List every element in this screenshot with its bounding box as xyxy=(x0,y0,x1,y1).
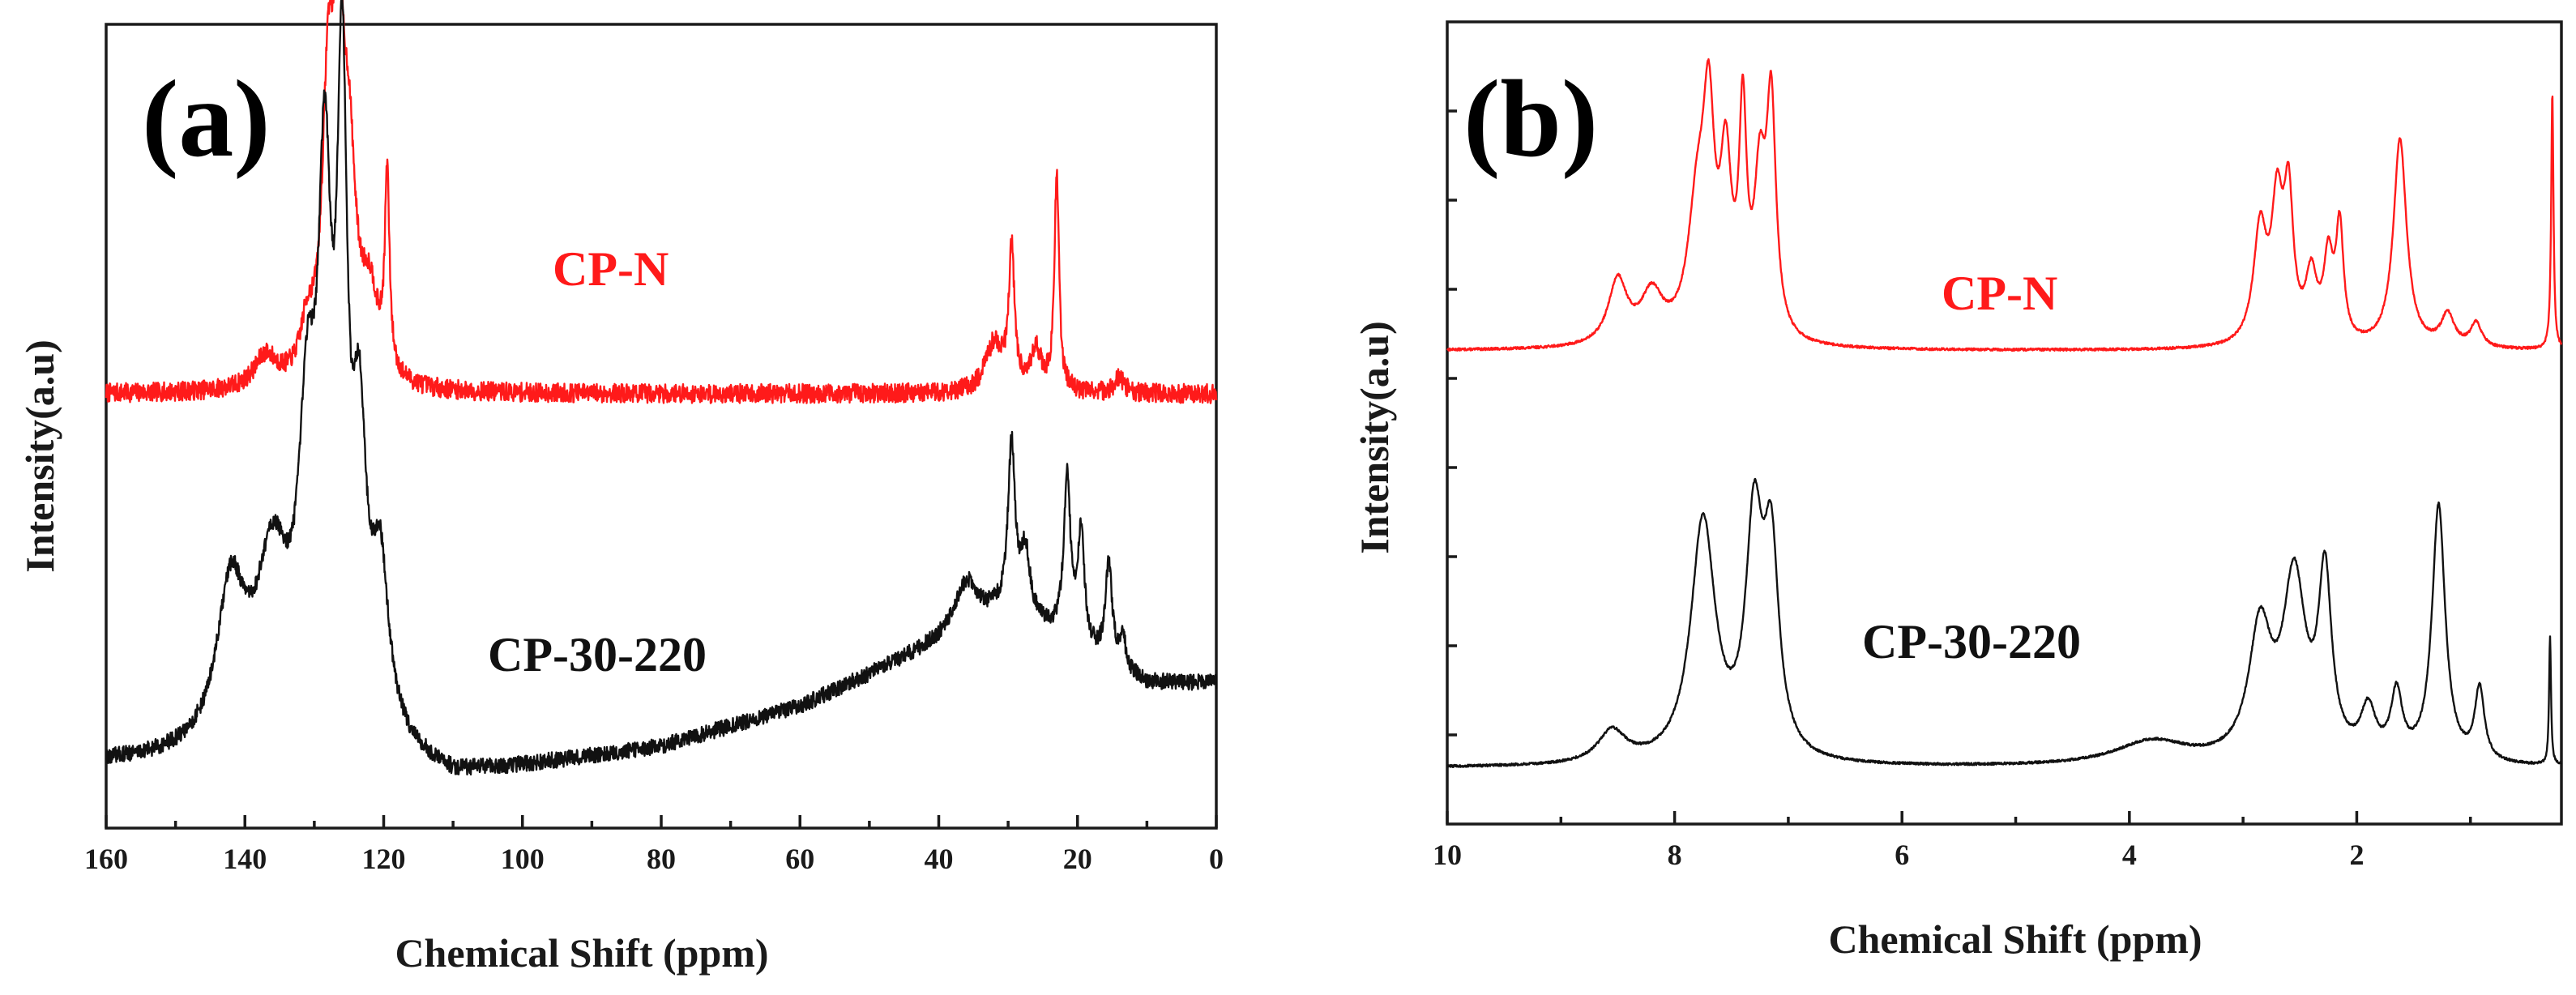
x-tick-label: 80 xyxy=(647,843,676,875)
series-line-cp-n xyxy=(105,0,1218,404)
panel-a-series-label-cp-n: CP-N xyxy=(553,242,669,296)
panel-a-x-axis-label: Chemical Shift (ppm) xyxy=(395,930,768,976)
panel-b-y-axis-label: Intensity(a.u) xyxy=(1352,321,1397,554)
panel-b: 10 8 6 4 2 (b) CP-N CP-30-220 Chemical Shift… xyxy=(1352,20,2563,962)
series-line-cp-n xyxy=(1446,58,2563,352)
x-tick-label: 4 xyxy=(2122,839,2137,871)
panel-a-x-ticks: 160 140 120 100 80 60 40 20 0 xyxy=(84,815,1224,875)
panel-b-label: (b) xyxy=(1463,58,1598,180)
panel-a-y-axis-label: Intensity(a.u) xyxy=(17,339,62,573)
x-tick-label: 2 xyxy=(2349,839,2364,871)
panel-a: 160 140 120 100 80 60 40 20 0 (a) CP-N CP-30-220… xyxy=(17,0,1224,976)
x-tick-label: 0 xyxy=(1209,843,1224,875)
panel-b-x-axis-label: Chemical Shift (ppm) xyxy=(1828,916,2202,962)
x-tick-label: 100 xyxy=(501,843,545,875)
panel-b-series-label-cp-30-220: CP-30-220 xyxy=(1862,615,2081,668)
x-tick-label: 60 xyxy=(785,843,814,875)
panel-b-traces xyxy=(1446,58,2563,768)
panel-a-traces xyxy=(105,0,1218,776)
panel-b-ticks: 10 8 6 4 2 xyxy=(1433,109,2472,871)
series-line-cp-30-220 xyxy=(1446,477,2563,768)
x-tick-label: 160 xyxy=(84,843,128,875)
x-tick-label: 8 xyxy=(1668,839,1682,871)
x-tick-label: 10 xyxy=(1433,839,1462,871)
panel-a-series-label-cp-30-220: CP-30-220 xyxy=(488,628,707,681)
x-tick-label: 6 xyxy=(1895,839,1909,871)
panel-a-label: (a) xyxy=(142,58,271,180)
x-tick-label: 40 xyxy=(925,843,954,875)
series-line-cp-30-220 xyxy=(105,0,1218,776)
panel-b-series-label-cp-n: CP-N xyxy=(1942,267,2057,320)
x-tick-label: 140 xyxy=(223,843,267,875)
panel-b-frame xyxy=(1446,20,2563,826)
x-tick-label: 20 xyxy=(1063,843,1092,875)
x-tick-label: 120 xyxy=(362,843,406,875)
panel-a-frame xyxy=(105,23,1218,830)
